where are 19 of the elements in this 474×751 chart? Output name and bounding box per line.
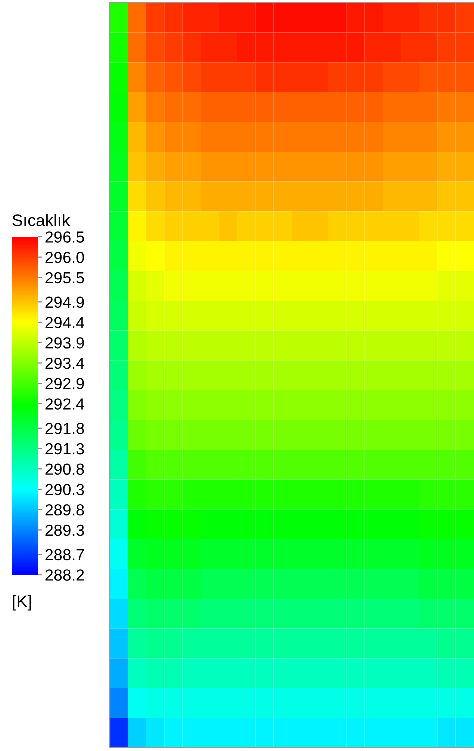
color-bar-label: 291.3	[46, 443, 84, 455]
color-bar-label: 294.9	[46, 296, 84, 308]
color-bar-label: 294.4	[46, 317, 84, 328]
color-bar-label: 289.8	[46, 504, 84, 516]
color-bar-label: 296.0	[46, 252, 84, 264]
color-bar-label: 290.3	[46, 484, 84, 496]
color-bar-label: 288.2	[46, 570, 84, 581]
color-bar-label: 293.9	[46, 338, 84, 349]
color-bar-label: 289.3	[46, 524, 84, 536]
color-bar-title: Sıcaklık	[12, 214, 70, 226]
text: [K]	[13, 595, 32, 611]
color-bar-label: 290.8	[46, 464, 84, 476]
color-bar-label: 295.5	[46, 272, 84, 284]
color-bar-label: 292.9	[46, 378, 84, 390]
color-bar-label: 291.8	[46, 423, 84, 434]
color-bar-label: 288.7	[46, 549, 84, 561]
color-bar-label: 292.4	[46, 398, 84, 410]
color-bar-label: 293.4	[46, 358, 84, 370]
color-bar-label: 296.5	[46, 232, 84, 243]
